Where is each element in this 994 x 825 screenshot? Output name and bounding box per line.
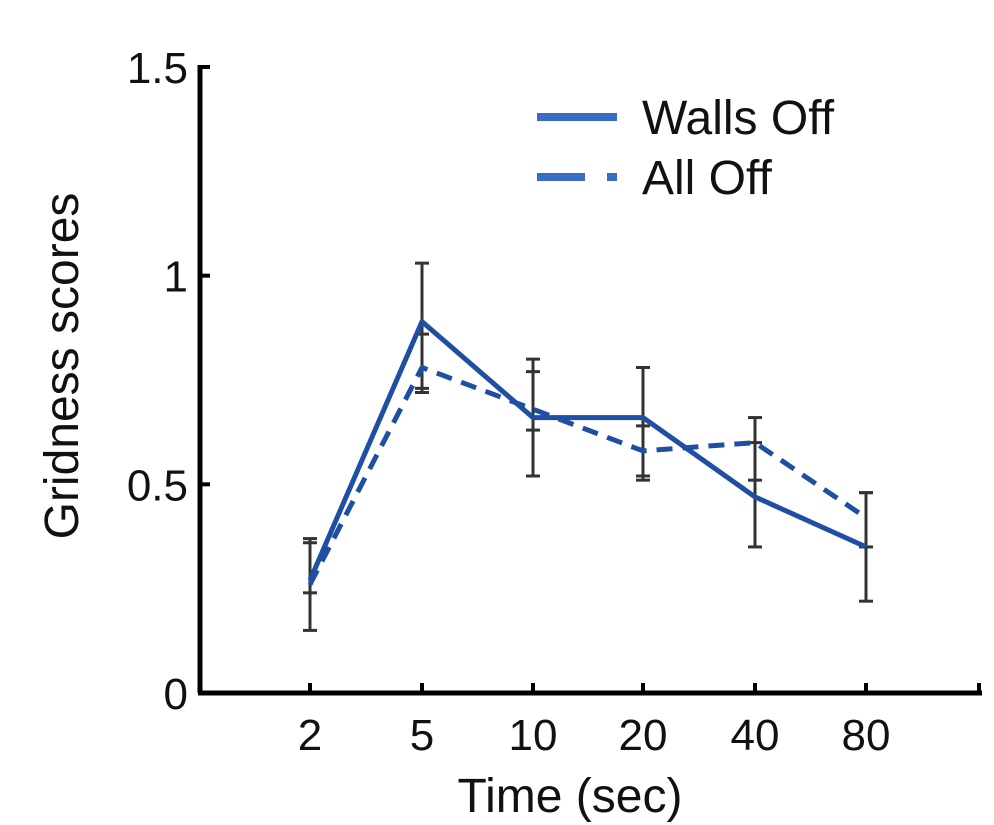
y-tick-label: 0.5 — [127, 461, 188, 510]
legend-label-walls-off: Walls Off — [642, 92, 835, 145]
x-tick-labels: 2 5 10 20 40 80 — [298, 711, 891, 760]
series-line-walls-off — [307, 319, 868, 582]
y-axis-title: Gridness scores — [36, 193, 89, 540]
error-bar — [859, 491, 873, 549]
series-lines — [307, 319, 868, 586]
x-tick-label: 10 — [509, 711, 558, 760]
error-bars — [303, 261, 873, 632]
x-tick-label: 20 — [619, 711, 668, 760]
y-tick-labels: 0 0.5 1 1.5 — [127, 44, 188, 719]
x-tick-label: 5 — [410, 711, 434, 760]
x-axis-title: Time (sec) — [458, 770, 683, 823]
x-tick-label: 2 — [298, 711, 322, 760]
axes — [197, 65, 982, 696]
series-line-all-off — [307, 365, 868, 586]
error-bar — [748, 416, 762, 549]
error-bar — [526, 370, 540, 432]
y-tick-label: 1 — [164, 253, 188, 302]
x-tick-label: 80 — [842, 711, 891, 760]
x-tick-label: 40 — [731, 711, 780, 760]
error-bar — [415, 332, 429, 395]
legend-label-all-off: All Off — [642, 152, 772, 205]
legend: Walls Off All Off — [537, 92, 835, 205]
y-tick-label: 1.5 — [127, 44, 188, 93]
y-tick-label: 0 — [164, 670, 188, 719]
